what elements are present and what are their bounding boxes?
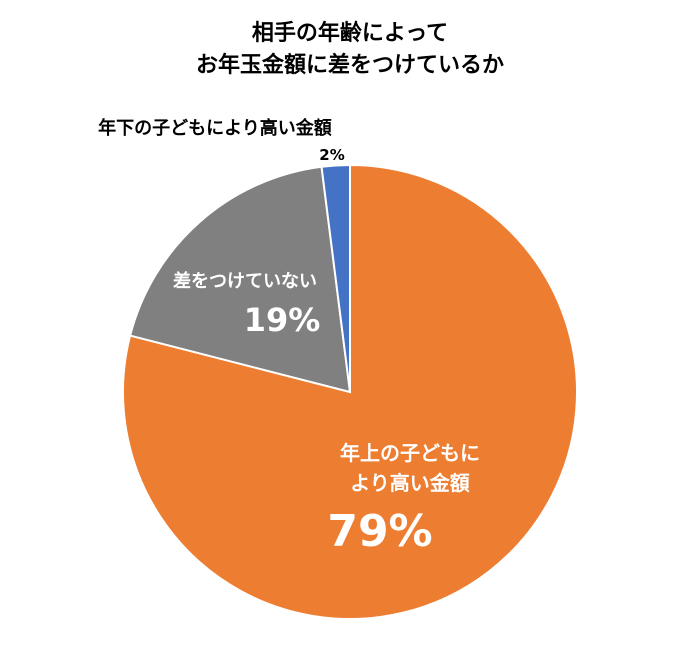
chart-title: 相手の年齢によって お年玉金額に差をつけているか [0,18,700,82]
pie-slice-younger-higher [320,163,351,393]
slice-label-younger-line-1: 年下の子どもにより高い金額 [98,117,332,139]
slice-pct-same: 19% [244,301,321,339]
slice-label-older-line-1: 年上の子どもに [340,441,480,465]
chart-title-line-2: お年玉金額に差をつけているか [195,53,504,78]
slice-pct-younger: 2% [319,146,344,164]
chart-title-line-1: 相手の年齢によって [251,21,449,46]
pie-slice-no-difference [128,165,352,394]
slice-label-older-line-2: より高い金額 [350,471,470,495]
slice-label-same-line-1: 差をつけていない [173,270,317,292]
slice-pct-older: 79% [327,506,432,557]
